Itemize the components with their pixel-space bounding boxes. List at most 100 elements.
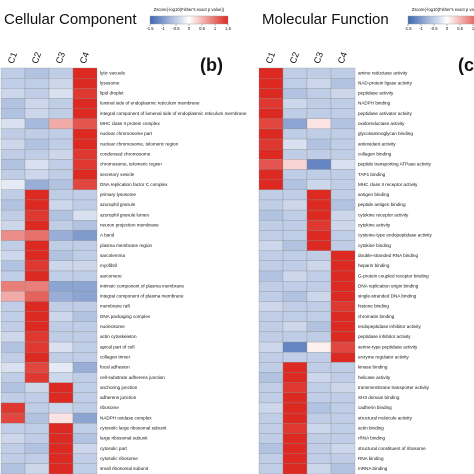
heatmap-cell xyxy=(72,128,98,140)
row-label: myofibril xyxy=(100,263,117,268)
heatmap-cell xyxy=(306,199,332,211)
heatmap-cell xyxy=(258,362,284,373)
heatmap-cell xyxy=(0,311,26,322)
heatmap-cell xyxy=(330,443,356,454)
heatmap-cell xyxy=(306,78,332,89)
heatmap-cell xyxy=(24,443,50,454)
heatmap-cell xyxy=(24,291,50,302)
heatmap-cell xyxy=(282,250,308,261)
colorbar-title: Zscore(-log10(Fisher's exact p value)) xyxy=(154,7,225,12)
heatmap-cell xyxy=(24,199,50,211)
heatmap-cell xyxy=(72,98,98,109)
heatmap-cell xyxy=(72,341,98,353)
row-label: cell-substrate adherens junction xyxy=(100,375,165,380)
heatmap-cell xyxy=(24,240,50,251)
row-label: large ribosomal subunit xyxy=(100,436,148,441)
heatmap-cell xyxy=(72,331,98,343)
row-label: sarcomere xyxy=(100,273,122,278)
heatmap-cell xyxy=(282,159,308,170)
heatmap-cell xyxy=(72,443,98,454)
heatmap-cell xyxy=(306,169,332,180)
heatmap-cell xyxy=(24,169,50,180)
heatmap-cell xyxy=(258,291,284,302)
heatmap-cell xyxy=(282,412,308,424)
heatmap-cell xyxy=(72,260,98,272)
heatmap-cell xyxy=(282,362,308,373)
heatmap-cell xyxy=(330,209,356,221)
heatmap-cell xyxy=(48,199,74,211)
heatmap-cell xyxy=(330,128,356,140)
heatmap-cell xyxy=(306,250,332,261)
row-label: adherens junction xyxy=(100,395,137,400)
heatmap-cell xyxy=(258,220,284,231)
heatmap-cell xyxy=(24,230,50,241)
row-label: lipid droplet xyxy=(100,91,124,96)
heatmap-cell xyxy=(72,362,98,373)
heatmap-cell xyxy=(72,78,98,89)
heatmap-cell xyxy=(48,128,74,140)
heatmap-cell xyxy=(306,372,332,383)
colorbar-tick-label: 0.5 xyxy=(457,26,463,31)
heatmap-cell xyxy=(282,433,308,444)
heatmap-cell xyxy=(258,78,284,89)
heatmap-cell xyxy=(282,98,308,109)
colorbar xyxy=(149,15,229,25)
heatmap-cell xyxy=(0,280,26,292)
heatmap-cell xyxy=(48,453,74,465)
heatmap-cell xyxy=(282,169,308,180)
row-label: amine reductase activity xyxy=(358,70,408,75)
heatmap-cell xyxy=(330,240,356,251)
heatmap-cell xyxy=(258,433,284,444)
heatmap-cell xyxy=(330,331,356,343)
heatmap-cell xyxy=(282,280,308,292)
heatmap-cell xyxy=(24,352,50,363)
heatmap-cell xyxy=(72,412,98,424)
heatmap-cell xyxy=(0,372,26,383)
heatmap-cell xyxy=(282,128,308,140)
heatmap-cell xyxy=(24,280,50,292)
heatmap-cell xyxy=(72,423,98,434)
heatmap-cell xyxy=(48,189,74,201)
panel-title: Cellular Component xyxy=(4,11,137,28)
heatmap-cell xyxy=(258,412,284,424)
heatmap-cell xyxy=(282,372,308,383)
heatmap-cell xyxy=(48,443,74,454)
row-label: rRNA binding xyxy=(358,436,386,441)
heatmap-cell xyxy=(48,392,74,404)
heatmap-cell xyxy=(24,209,50,221)
heatmap-cell xyxy=(48,250,74,261)
heatmap-cell xyxy=(24,331,50,343)
heatmap-cell xyxy=(48,291,74,302)
colorbar-tick-label: 0.5 xyxy=(199,26,205,31)
heatmap-cell xyxy=(72,372,98,383)
heatmap-cell xyxy=(330,463,356,474)
heatmap-cell xyxy=(330,169,356,180)
row-label: plasma membrane region xyxy=(100,243,153,248)
heatmap-cell xyxy=(330,412,356,424)
colorbar-tick-label: 0 xyxy=(446,26,449,31)
row-label: small ribosomal subunit xyxy=(100,466,149,471)
heatmap-cell xyxy=(306,341,332,353)
heatmap-cell xyxy=(48,88,74,99)
heatmap-cell xyxy=(306,67,332,79)
colorbar-tick-label: 0 xyxy=(188,26,191,31)
heatmap-cell xyxy=(72,280,98,292)
row-label: DNA packaging complex xyxy=(100,314,151,319)
heatmap-cell xyxy=(72,453,98,465)
heatmap-cell xyxy=(0,199,26,211)
heatmap-cell xyxy=(48,280,74,292)
heatmap-cell xyxy=(48,260,74,272)
heatmap-cell xyxy=(72,301,98,312)
heatmap-cell xyxy=(258,199,284,211)
heatmap-cell xyxy=(282,321,308,333)
heatmap-cell xyxy=(306,443,332,454)
heatmap-cell xyxy=(282,189,308,201)
heatmap-cell xyxy=(258,209,284,221)
panel-title: Molecular Function xyxy=(262,11,389,28)
heatmap-cell xyxy=(282,230,308,241)
row-label: MHC class II receptor activity xyxy=(358,182,418,187)
row-label: actin binding xyxy=(358,426,384,431)
heatmap-cell xyxy=(282,402,308,414)
heatmap-cell xyxy=(258,352,284,363)
heatmap-cell xyxy=(48,98,74,109)
